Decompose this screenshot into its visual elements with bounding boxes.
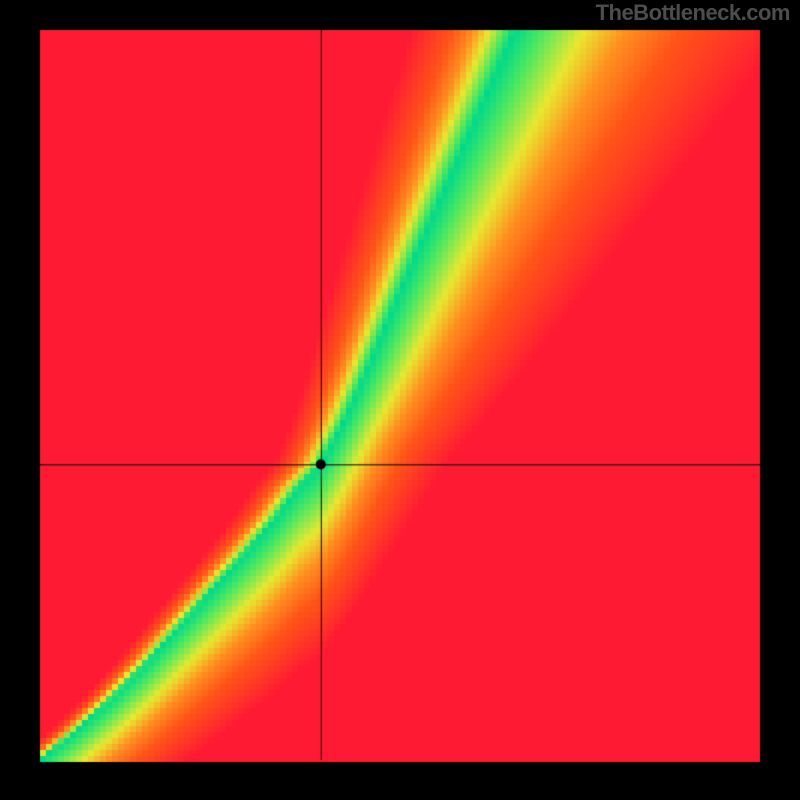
attribution-label: TheBottleneck.com	[596, 0, 790, 26]
chart-container: TheBottleneck.com	[0, 0, 800, 800]
bottleneck-heatmap	[0, 0, 800, 800]
